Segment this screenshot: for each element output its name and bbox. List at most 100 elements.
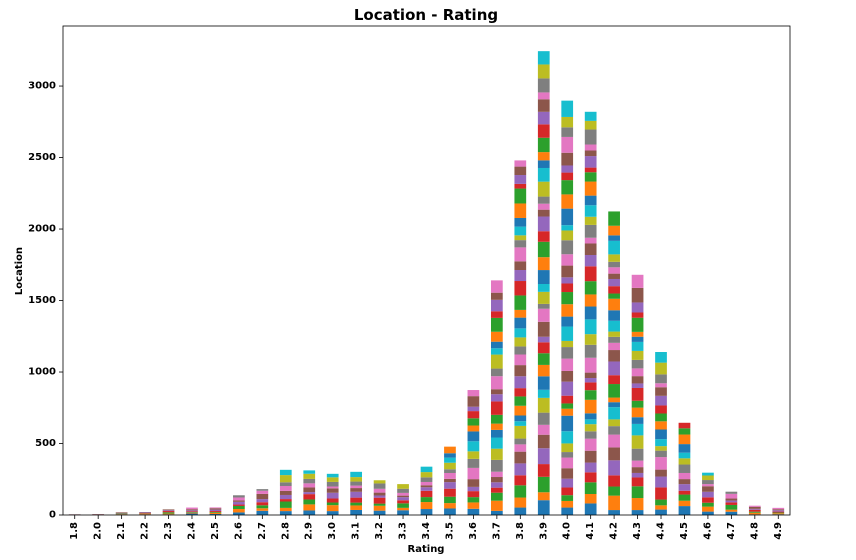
bar-segment	[631, 486, 644, 499]
bar-segment	[490, 414, 503, 424]
bar-stack-4.4	[655, 352, 667, 515]
bar-segment	[655, 387, 667, 396]
bar-segment	[209, 507, 222, 509]
bar-segment	[561, 500, 574, 508]
bar-segment	[631, 467, 644, 473]
bar-segment	[537, 203, 550, 210]
x-tick-label: 3.9	[538, 522, 549, 540]
bar-segment	[326, 481, 339, 487]
x-axis: 1.8 2.0 2.1 2.2 2.3 2.4 2.5 2.6 2.7 2.8 2.9 3.0 3.1 3…	[69, 515, 784, 540]
bar-segment	[702, 506, 714, 512]
bar-segment	[584, 413, 597, 420]
bar-segment	[209, 509, 222, 512]
bar-segment	[584, 472, 597, 483]
bar-segment	[279, 499, 292, 502]
bar-segment	[772, 513, 785, 515]
bar-segment	[490, 317, 503, 332]
bar-segment	[655, 413, 667, 422]
bar-segment	[514, 317, 527, 329]
bar-segment	[561, 443, 574, 453]
bar-segment	[725, 511, 738, 515]
bar-segment	[303, 499, 316, 505]
bar-segment	[537, 160, 550, 168]
bar-segment	[279, 511, 292, 515]
bar-segment	[514, 183, 527, 189]
bar-segment	[537, 321, 550, 337]
bar-segment	[584, 281, 597, 295]
bar-segment	[467, 486, 480, 492]
bar-segment	[584, 237, 597, 244]
bar-segment	[655, 469, 667, 477]
bar-segment	[467, 396, 480, 407]
bar-segment	[279, 501, 292, 508]
bar-segment	[444, 446, 456, 454]
bar-segment	[514, 175, 527, 184]
bar-segment	[725, 502, 738, 505]
bar-segment	[537, 342, 550, 354]
x-tick-label: 1.8	[69, 522, 80, 540]
bar-segment	[725, 498, 738, 501]
bar-segment	[514, 160, 527, 167]
bar-segment	[561, 468, 574, 479]
bar-segment	[326, 477, 339, 482]
bar-segment	[303, 478, 316, 484]
x-tick-label: 2.2	[140, 522, 151, 540]
bar-segment	[608, 375, 620, 385]
bar-segment	[514, 425, 527, 439]
bar-segment	[537, 270, 550, 284]
bar-segment	[584, 216, 597, 225]
bar-segment	[490, 311, 503, 318]
bar-segment	[678, 458, 691, 465]
bar-segment	[490, 341, 503, 349]
bar-segment	[186, 513, 198, 515]
bar-segment	[584, 294, 597, 307]
bar-segment	[467, 411, 480, 419]
bar-segment	[608, 475, 620, 487]
bar-segment	[490, 482, 503, 488]
bar-segment	[115, 513, 128, 515]
bar-segment	[537, 51, 550, 65]
bar-stack-2.3	[162, 509, 175, 515]
bar-segment	[561, 452, 574, 458]
bar-segment	[561, 136, 574, 153]
bar-segment	[373, 510, 386, 515]
bar-segment	[256, 493, 269, 500]
bar-segment	[608, 384, 620, 398]
bar-segment	[631, 287, 644, 303]
bar-segment	[678, 428, 691, 435]
y-tick-label: 500	[35, 438, 56, 449]
bar-stack-2.4	[186, 507, 198, 515]
bar-segment	[584, 372, 597, 379]
bar-segment	[537, 389, 550, 398]
bar-segment	[350, 471, 363, 478]
bar-segment	[490, 429, 503, 438]
bar-segment	[537, 291, 550, 304]
bar-segment	[537, 111, 550, 125]
x-tick-label: 4.7	[726, 522, 737, 540]
bar-segment	[631, 417, 644, 424]
bar-segment	[537, 92, 550, 100]
bar-segment	[631, 498, 644, 511]
bar-segment	[373, 503, 386, 506]
bar-segment	[561, 403, 574, 409]
bar-segment	[139, 512, 151, 513]
bar-segment	[186, 511, 198, 513]
bar-segment	[631, 510, 644, 515]
bar-segment	[561, 316, 574, 327]
bar-segment	[561, 292, 574, 305]
bar-segment	[490, 401, 503, 415]
bar-segment	[233, 501, 245, 505]
bar-segment	[561, 415, 574, 432]
bar-segment	[631, 387, 644, 401]
bar-segment	[561, 116, 574, 128]
bar-segment	[537, 303, 550, 309]
bar-segment	[514, 261, 527, 271]
bar-segment	[608, 460, 620, 476]
bar-segment	[725, 509, 738, 512]
bar-segment	[631, 407, 644, 418]
bar-segment	[584, 450, 597, 463]
bar-segment	[655, 439, 667, 447]
bar-segment	[608, 298, 620, 311]
bar-segment	[186, 512, 198, 513]
bar-segment	[537, 336, 550, 343]
